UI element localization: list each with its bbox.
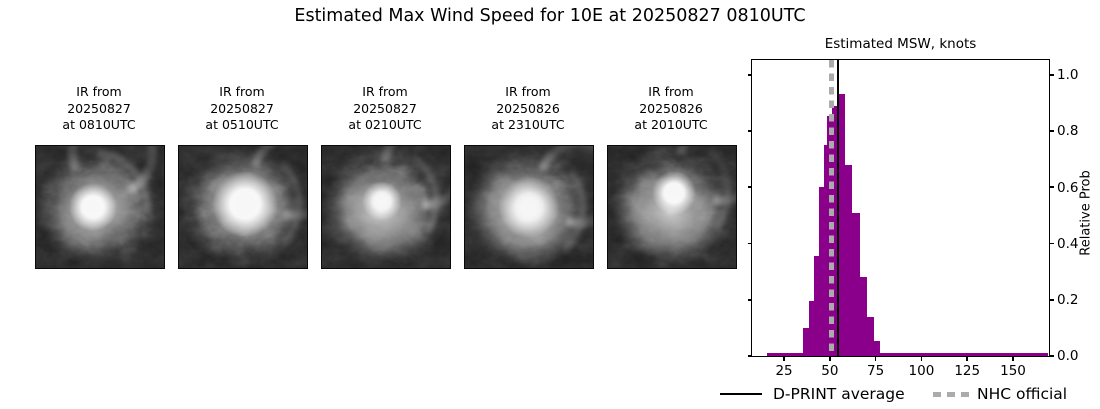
x-tick xyxy=(874,356,877,361)
chart-title: Estimated MSW, knots xyxy=(824,36,977,52)
legend-solid-line-sample xyxy=(720,393,762,395)
histogram-bar xyxy=(859,277,867,356)
histogram-bar xyxy=(837,94,845,356)
y-tick xyxy=(747,130,752,132)
ir-satellite-image xyxy=(464,145,594,269)
y-tick xyxy=(747,298,752,301)
x-tick xyxy=(783,356,785,361)
y-tick xyxy=(1049,242,1054,245)
y-tick xyxy=(1049,355,1054,357)
y-tick-label: 1.0 xyxy=(1057,67,1079,84)
satellite-caption-line: IR from xyxy=(76,84,122,99)
x-tick xyxy=(829,356,831,361)
x-tick xyxy=(966,356,968,361)
y-tick-label: 0.2 xyxy=(1057,292,1079,309)
ir-satellite-image xyxy=(607,145,737,269)
y-tick-label: 0.6 xyxy=(1057,179,1079,196)
y-tick xyxy=(1049,298,1054,301)
legend: D-PRINT average NHC official xyxy=(0,383,1100,409)
satellite-caption-line: IR from xyxy=(505,84,551,99)
y-tick xyxy=(1049,186,1054,189)
ir-satellite-image xyxy=(321,145,451,269)
x-tick-label: 125 xyxy=(954,363,981,379)
histogram-bar xyxy=(866,316,874,356)
histogram-bar xyxy=(852,212,860,356)
satellite-caption: IR from 20250827 at 0510UTC xyxy=(162,84,322,134)
legend-label-nhc-official: NHC official xyxy=(977,385,1068,403)
histogram-bar xyxy=(823,145,827,356)
y-tick xyxy=(747,73,752,76)
x-tick-label: 75 xyxy=(867,363,885,379)
satellite-caption-line: at 0510UTC xyxy=(205,117,279,132)
histogram-bar xyxy=(808,301,815,356)
satellite-caption: IR from 20250826 at 2010UTC xyxy=(591,84,751,134)
satellite-caption-line: IR from xyxy=(362,84,408,99)
y-tick-label: 0.0 xyxy=(1057,348,1079,365)
ir-satellite-image xyxy=(35,145,165,269)
satellite-caption-line: at 0210UTC xyxy=(348,117,422,132)
y-tick xyxy=(747,186,752,189)
y-tick xyxy=(1049,130,1054,132)
plot-area: 25 50 75 100 125 150 0.0 0.2 0.4 0.6 0.8 1.0 xyxy=(747,59,1078,379)
histogram-bar xyxy=(844,164,853,356)
satellite-caption-line: at 2310UTC xyxy=(491,117,565,132)
dprint-average-line xyxy=(836,60,840,356)
legend-dotted-line-sample xyxy=(933,391,970,397)
y-tick-label: 0.4 xyxy=(1057,235,1079,252)
legend-label-dprint-average: D-PRINT average xyxy=(773,385,905,403)
satellite-caption: IR from 20250826 at 2310UTC xyxy=(448,84,608,134)
nhc-official-line xyxy=(829,60,835,356)
y-tick-label: 0.8 xyxy=(1057,123,1079,140)
y-tick xyxy=(747,242,752,245)
satellite-caption-line: IR from xyxy=(648,84,694,99)
x-tick-label: 150 xyxy=(1000,363,1026,379)
satellite-caption-line: IR from xyxy=(219,84,265,99)
histogram-bar xyxy=(766,352,804,356)
satellite-caption-line: 20250827 xyxy=(353,100,417,116)
x-tick-label: 50 xyxy=(821,363,839,379)
histogram-bar xyxy=(831,105,838,356)
satellite-caption-line: 20250826 xyxy=(639,100,703,116)
satellite-caption-line: 20250827 xyxy=(210,100,274,116)
satellite-caption-line: at 0810UTC xyxy=(62,117,136,132)
satellite-caption-line: 20250827 xyxy=(67,100,131,116)
histogram-bar xyxy=(814,256,819,356)
x-tick xyxy=(920,356,923,361)
histogram-bar xyxy=(880,352,1048,356)
ir-satellite-image xyxy=(178,145,308,269)
satellite-caption-line: 20250826 xyxy=(496,100,560,116)
satellite-caption: IR from 20250827 at 0810UTC xyxy=(19,84,179,134)
histogram-bar xyxy=(818,187,824,356)
x-tick xyxy=(1012,356,1014,361)
figure-title: Estimated Max Wind Speed for 10E at 2025… xyxy=(294,6,806,26)
histogram-bar xyxy=(873,340,881,356)
x-tick-label: 100 xyxy=(908,363,935,379)
histogram-bar xyxy=(803,327,809,356)
satellite-caption-line: at 2010UTC xyxy=(634,117,708,132)
y-tick xyxy=(1049,73,1054,76)
x-tick-label: 25 xyxy=(775,363,793,379)
satellite-caption: IR from 20250827 at 0210UTC xyxy=(305,84,465,134)
y-tick xyxy=(747,355,752,357)
